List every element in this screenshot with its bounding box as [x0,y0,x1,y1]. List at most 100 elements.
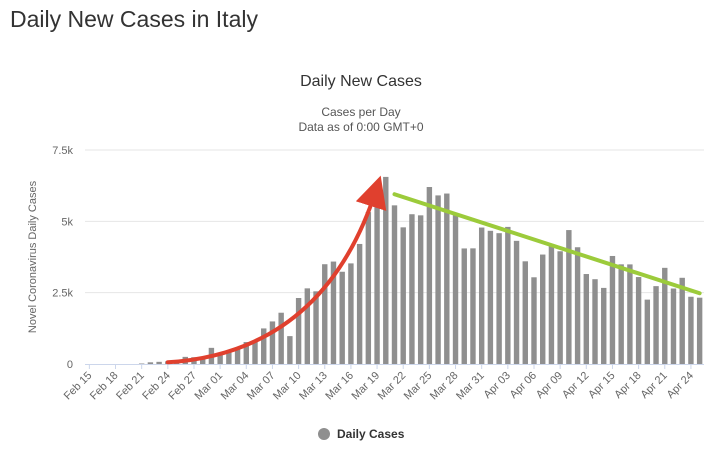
bar[interactable] [688,296,694,364]
bar[interactable] [226,350,232,364]
bar[interactable] [644,299,651,364]
x-tick-label: Mar 07 [245,370,278,403]
bar[interactable] [287,336,293,364]
legend-marker [318,428,330,440]
x-tick-label: Mar 10 [271,370,304,403]
growth-arrow [165,175,387,365]
x-tick-label: Apr 21 [638,370,669,401]
bar-series-daily-cases [138,176,703,364]
x-tick-label: Apr 06 [508,370,539,401]
bar[interactable] [548,244,555,364]
chart-title: Daily New Cases [300,73,422,90]
bar[interactable] [470,248,476,364]
page-title: Daily New Cases in Italy [10,6,258,32]
bar[interactable] [147,362,154,364]
bar[interactable] [540,254,546,364]
bar[interactable] [426,187,433,364]
bar[interactable] [199,357,206,364]
bar[interactable] [478,227,485,364]
bar[interactable] [609,255,616,364]
bar[interactable] [627,264,633,364]
bar[interactable] [679,277,685,364]
decline-trend-line [392,192,702,296]
bar[interactable] [252,341,258,364]
bar[interactable] [417,215,424,364]
y-tick-label: 0 [67,359,73,371]
bar[interactable] [322,264,328,364]
x-tick-label: Mar 13 [297,370,330,403]
chart-subtitle-line-2: Data as of 0:00 GMT+0 [298,120,423,134]
bar[interactable] [531,277,537,364]
bar[interactable] [635,277,642,364]
x-tick-label: Apr 12 [560,370,591,401]
bar[interactable] [496,233,502,364]
bar[interactable] [566,230,572,364]
x-tick-label: Mar 04 [219,370,252,403]
bar[interactable] [400,227,406,364]
bar[interactable] [365,212,372,364]
bar[interactable] [696,297,703,364]
y-tick-label: 2.5k [52,288,73,300]
bar[interactable] [592,279,598,364]
bar[interactable] [217,354,223,364]
x-tick-label: Mar 28 [428,370,461,403]
bar[interactable] [391,205,398,364]
bar[interactable] [409,214,415,364]
x-tick-label: Feb 24 [140,370,173,403]
bar[interactable] [487,230,494,364]
x-tick-label: Feb 18 [88,370,121,403]
x-tick-label: Feb 21 [114,370,147,403]
y-tick-label: 5k [61,216,73,228]
bar[interactable] [156,361,162,364]
y-axis-label: Novel Coronavirus Daily Cases [27,180,39,333]
x-tick-label: Feb 27 [166,370,199,403]
bar[interactable] [618,264,624,364]
x-tick-label: Apr 15 [586,370,617,401]
x-tick-label: Mar 31 [454,370,487,403]
bar[interactable] [601,287,607,364]
bar[interactable] [557,251,563,364]
bar[interactable] [261,328,267,364]
bar[interactable] [505,226,511,364]
annotations [165,175,702,365]
x-tick-label: Apr 18 [612,370,643,401]
x-tick-label: Mar 16 [323,370,356,403]
bar[interactable] [444,193,450,364]
bar[interactable] [662,267,668,364]
bar[interactable] [670,288,677,364]
bar[interactable] [339,271,345,364]
bar[interactable] [295,298,302,364]
bar[interactable] [583,274,590,364]
bar[interactable] [348,263,354,364]
bar[interactable] [243,342,249,364]
bar[interactable] [374,193,380,364]
x-tick-label: Apr 03 [482,370,513,401]
bar[interactable] [522,261,528,364]
bar[interactable] [574,247,581,364]
bar[interactable] [435,195,441,364]
bar[interactable] [452,215,459,364]
x-tick-label: Apr 09 [534,370,565,401]
legend[interactable]: Daily Cases [318,427,405,441]
chart-subtitle-line-1: Cases per Day [321,105,400,119]
bar[interactable] [234,347,241,364]
bar[interactable] [653,286,659,364]
x-tick-label: Mar 25 [402,370,435,403]
x-tick-label: Mar 01 [193,370,226,403]
bar[interactable] [383,176,389,364]
bar[interactable] [269,321,276,364]
y-tick-label: 7.5k [52,145,73,157]
bar[interactable] [330,261,337,364]
bar[interactable] [513,240,520,364]
bar[interactable] [304,288,311,364]
legend-label-daily-cases[interactable]: Daily Cases [337,427,405,441]
bar[interactable] [461,248,467,364]
y-axis-ticks: 0 2.5k 5k 7.5k [52,145,73,371]
bar[interactable] [278,312,284,364]
bar[interactable] [313,291,319,364]
bar[interactable] [356,243,363,364]
x-tick-label: Mar 22 [376,370,409,403]
x-tick-label: Feb 15 [62,370,95,403]
